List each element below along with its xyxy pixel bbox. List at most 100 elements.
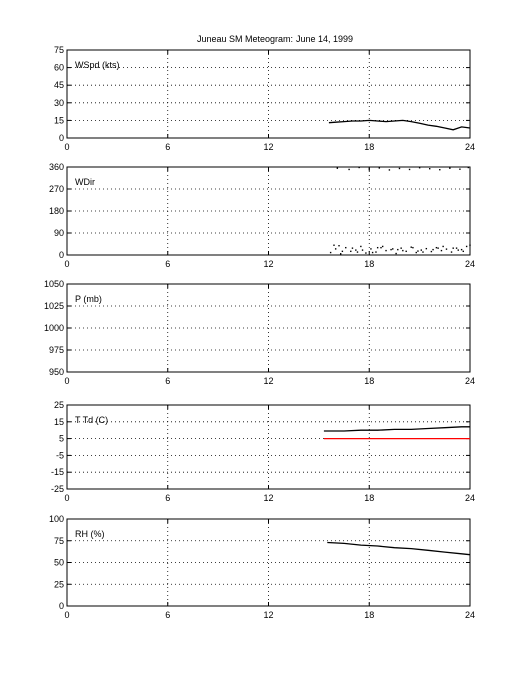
pressure-ytick-label-0: 950 — [49, 367, 64, 377]
wdir-point-0-32 — [371, 251, 374, 254]
wdir-point-0-16 — [410, 246, 412, 248]
wdir-point-0-24 — [450, 251, 453, 253]
temp-ytick-label-5: 25 — [54, 400, 64, 410]
wdir-point-0-48 — [457, 249, 459, 251]
temp-ytick-label-4: 15 — [54, 417, 64, 427]
panel-pressure: 0 6 12 18 24 950 975 1000 1025 1050 P (mb) — [44, 279, 475, 386]
pressure-ytick-label-3: 1025 — [44, 301, 64, 311]
pressure-xtick-label-4: 24 — [465, 376, 475, 386]
wdir-point-0-14 — [400, 247, 402, 249]
temp-xtick-label-0: 0 — [64, 493, 69, 503]
wdir-point-0-46 — [417, 250, 419, 252]
wdir-point-0-23 — [445, 248, 448, 250]
wdir-ytick-label-1: 90 — [54, 228, 64, 238]
wdir-point-0-2 — [340, 253, 342, 255]
pressure-xtick-label-2: 12 — [263, 376, 273, 386]
rh-ytick-label-1: 25 — [54, 579, 64, 589]
rh-ytick-label-4: 100 — [49, 514, 64, 524]
wdir-point-0-51 — [348, 168, 350, 171]
wdir-point-0-39 — [442, 245, 444, 248]
wdir-point-0-13 — [395, 252, 397, 255]
wdir-point-0-53 — [368, 168, 370, 170]
wdir-point-0-35 — [402, 249, 404, 252]
wdir-point-0-47 — [437, 247, 439, 249]
wspd-xtick-label-4: 24 — [465, 142, 475, 152]
wspd-ytick-label-4: 60 — [54, 63, 64, 73]
panel-rh: 0 6 12 18 24 0 25 50 75 100 RH (%) — [49, 514, 475, 620]
wdir-point-0-7 — [365, 252, 367, 254]
wdir-point-0-36 — [412, 246, 414, 249]
wdir-point-0-18 — [420, 249, 423, 251]
wdir-point-0-25 — [455, 247, 458, 249]
wdir-point-0-49 — [469, 244, 471, 246]
wdir-point-0-12 — [390, 248, 392, 251]
rh-ytick-label-2: 50 — [54, 558, 64, 568]
wdir-xtick-label-0: 0 — [64, 259, 69, 269]
wspd-ytick-label-3: 45 — [54, 80, 64, 90]
wdir-point-0-30 — [351, 247, 354, 249]
temp-ytick-label-3: 5 — [59, 434, 64, 444]
wdir-point-0-26 — [460, 248, 463, 251]
panel-wdir: 0 6 12 18 24 0 90 180 270 360 WDir — [49, 162, 475, 269]
wdir-point-0-50 — [336, 167, 339, 169]
wdir-ytick-label-0: 0 — [59, 250, 64, 260]
wdir-point-0-52 — [358, 166, 360, 169]
wdir-point-0-61 — [449, 167, 451, 169]
wdir-point-0-20 — [430, 250, 433, 253]
temp-xtick-label-2: 12 — [263, 493, 273, 503]
rh-xtick-label-3: 18 — [364, 610, 374, 620]
wspd-ytick-label-0: 0 — [59, 133, 64, 143]
figure-title-date: June 14, 1999 — [296, 34, 353, 44]
rh-ytick-label-0: 0 — [59, 601, 64, 611]
wdir-ylabel: WDir — [75, 177, 95, 187]
rh-xtick-label-2: 12 — [263, 610, 273, 620]
wdir-point-0-8 — [370, 248, 372, 250]
wdir-point-0-41 — [462, 250, 464, 253]
wdir-point-0-19 — [425, 247, 428, 250]
pressure-xtick-label-0: 0 — [64, 376, 69, 386]
wdir-point-0-38 — [432, 248, 434, 251]
wdir-point-0-34 — [392, 248, 394, 250]
wdir-point-0-45 — [397, 248, 399, 251]
wdir-point-0-55 — [388, 169, 391, 171]
panel-temp: 0 6 12 18 24 -25 -15 -5 5 15 25 T Td (C) — [51, 400, 475, 503]
wdir-point-0-42 — [338, 245, 340, 247]
wdir-point-0-56 — [398, 167, 401, 170]
panel-wspd: 0 6 12 18 24 0 15 30 45 60 75 WSpd (kts) — [54, 45, 475, 152]
wdir-point-0-0 — [329, 251, 332, 254]
rh-series-line-0 — [327, 541, 471, 556]
wdir-point-0-1 — [334, 248, 337, 250]
wspd-ylabel: WSpd (kts) — [75, 60, 120, 70]
temp-ytick-label-1: -15 — [51, 467, 64, 477]
pressure-xtick-label-1: 6 — [165, 376, 170, 386]
wdir-ytick-label-4: 360 — [49, 162, 64, 172]
pressure-ytick-label-4: 1050 — [44, 279, 64, 289]
rh-xtick-label-4: 24 — [465, 610, 475, 620]
temp-ylabel: T Td (C) — [75, 415, 108, 425]
temp-series-line-0 — [323, 426, 470, 432]
wdir-point-0-63 — [467, 166, 470, 169]
wdir-point-0-58 — [418, 167, 421, 169]
wdir-point-0-28 — [333, 244, 335, 246]
wdir-point-0-40 — [452, 247, 454, 249]
wdir-point-0-5 — [355, 249, 357, 251]
wdir-xtick-label-3: 18 — [364, 259, 374, 269]
pressure-ylabel: P (mb) — [75, 294, 102, 304]
rh-ytick-label-3: 75 — [54, 536, 64, 546]
wspd-series-line-0 — [328, 119, 471, 131]
wspd-ytick-label-5: 75 — [54, 45, 64, 55]
wspd-ytick-label-1: 15 — [54, 115, 64, 125]
wspd-ytick-label-2: 30 — [54, 98, 64, 108]
wdir-point-0-54 — [378, 167, 381, 169]
rh-xtick-label-0: 0 — [64, 610, 69, 620]
figure-title-station: Juneau SM Meteogram: — [197, 34, 293, 44]
wdir-point-0-57 — [408, 168, 411, 171]
wdir-ytick-label-2: 180 — [49, 206, 64, 216]
wdir-xtick-label-4: 24 — [465, 259, 475, 269]
pressure-xtick-label-3: 18 — [364, 376, 374, 386]
wdir-point-0-43 — [356, 251, 359, 253]
wdir-ytick-label-3: 270 — [49, 184, 64, 194]
wspd-xtick-label-0: 0 — [64, 142, 69, 152]
